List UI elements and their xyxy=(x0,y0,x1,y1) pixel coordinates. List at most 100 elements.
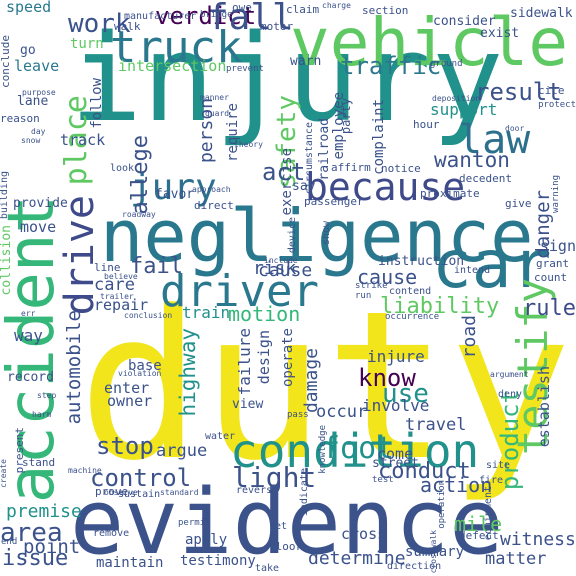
word-favor: favor xyxy=(155,187,195,202)
word-present: present xyxy=(13,427,26,474)
word-instruction: instruction xyxy=(378,254,465,269)
word-floor: floor xyxy=(269,540,303,553)
word-believe: believe xyxy=(104,272,138,281)
word-test: test xyxy=(372,475,394,485)
word-conduct: conduct xyxy=(378,459,471,484)
word-knowledge: knowledge xyxy=(318,425,328,474)
word-intend: intend xyxy=(454,265,491,276)
word-cross: cross xyxy=(341,525,387,543)
word-issue: issue xyxy=(2,546,69,571)
word-train: train xyxy=(182,303,231,322)
word-count: count xyxy=(534,271,568,284)
word-stand: stand xyxy=(22,456,56,469)
word-premise: premise xyxy=(6,501,82,522)
word-rule: rule xyxy=(523,296,576,321)
word-prove: prove xyxy=(95,485,129,498)
word-argument: argument xyxy=(490,370,529,379)
word-follow: follow xyxy=(89,78,105,129)
word-device: device xyxy=(287,217,298,254)
word-street: street xyxy=(372,456,419,471)
word-machine: machine xyxy=(68,466,102,475)
word-law: law xyxy=(458,117,531,163)
word-apply: apply xyxy=(185,532,228,548)
word-grant: grant xyxy=(536,257,570,270)
word-claim: claim xyxy=(286,3,320,16)
word-come: come xyxy=(377,445,414,463)
word-occurrence: occurrence xyxy=(385,312,440,322)
word-track: track xyxy=(60,131,106,149)
word-car: car xyxy=(432,226,552,303)
word-protect: protect xyxy=(538,100,576,110)
word-warning: warning xyxy=(551,175,561,213)
word-leave: leave xyxy=(14,57,60,75)
word-fall: fall xyxy=(207,0,294,38)
word-provide: provide xyxy=(13,196,68,211)
word-design: design xyxy=(255,330,273,385)
word-turn: turn xyxy=(70,36,104,52)
word-remove: remove xyxy=(93,528,130,539)
word-testimony: testimony xyxy=(180,553,256,569)
word-base: base xyxy=(128,358,162,374)
word-owner: owner xyxy=(107,392,153,410)
word-automobile: automobile xyxy=(63,310,85,425)
word-step: step xyxy=(37,391,57,400)
word-stop: stop xyxy=(96,432,154,460)
word-know: know xyxy=(358,364,416,392)
word-defect: defect xyxy=(459,529,499,542)
word-argue: argue xyxy=(156,441,208,461)
word-site: site xyxy=(486,460,511,471)
word-violation: violation xyxy=(118,369,162,378)
word-occur: occur xyxy=(316,402,368,422)
word-hour: hour xyxy=(413,118,440,131)
word-cause: cause xyxy=(357,265,418,289)
word-bridge: bridge xyxy=(200,10,233,20)
word-collision: collision xyxy=(0,225,14,296)
word-cause: cause xyxy=(258,260,313,281)
word-create: create xyxy=(0,459,8,488)
word-deposition: deposition xyxy=(432,94,481,103)
word-view: view xyxy=(232,397,264,412)
word-maintain: maintain xyxy=(96,555,164,571)
word-speed: speed xyxy=(6,0,52,16)
word-crosswalk: crosswalk xyxy=(429,530,438,574)
word-strike: strike xyxy=(355,281,388,291)
word-road: road xyxy=(459,315,480,359)
word-deny: deny xyxy=(498,389,523,400)
word-sustain: sustain xyxy=(118,489,161,500)
word-use: use xyxy=(382,379,429,409)
word-operate: operate xyxy=(280,328,296,388)
word-evidence: evidence xyxy=(70,470,504,575)
word-give: give xyxy=(505,197,532,210)
word-ground: ground xyxy=(430,59,463,69)
word-motion: motion xyxy=(228,302,301,326)
word-enter: enter xyxy=(104,379,150,397)
word-liability: liability xyxy=(380,294,500,319)
word-condition: condition xyxy=(230,424,480,478)
word-act: act xyxy=(262,158,306,186)
word-manner: manner xyxy=(200,93,229,102)
word-line: line xyxy=(94,261,121,274)
word-control: control xyxy=(90,464,192,492)
word-theory: theory xyxy=(234,140,263,149)
word-trailer: trailer xyxy=(100,292,134,301)
word-set: set xyxy=(269,521,288,532)
word-standard: standard xyxy=(160,488,199,497)
word-move: move xyxy=(20,218,57,236)
word-verdict: verdict xyxy=(155,2,257,30)
word-manufacturer: manufacturer xyxy=(124,11,197,22)
word-day: day xyxy=(31,127,46,136)
word-permit: permit xyxy=(178,518,211,528)
word-passenger: passenger xyxy=(304,195,364,208)
word-mile: mile xyxy=(454,512,503,536)
word-wanton: wanton xyxy=(434,148,510,172)
word-intersection: intersection xyxy=(118,57,227,75)
word-look: look xyxy=(110,163,135,174)
word-contend: contend xyxy=(389,286,432,297)
word-lane: lane xyxy=(17,94,49,109)
word-owe: owe xyxy=(232,1,252,14)
word-direct: direct xyxy=(194,199,234,212)
word-walk: walk xyxy=(114,20,141,33)
word-duty: duty xyxy=(78,268,572,506)
word-reverse: reverse xyxy=(236,485,279,496)
